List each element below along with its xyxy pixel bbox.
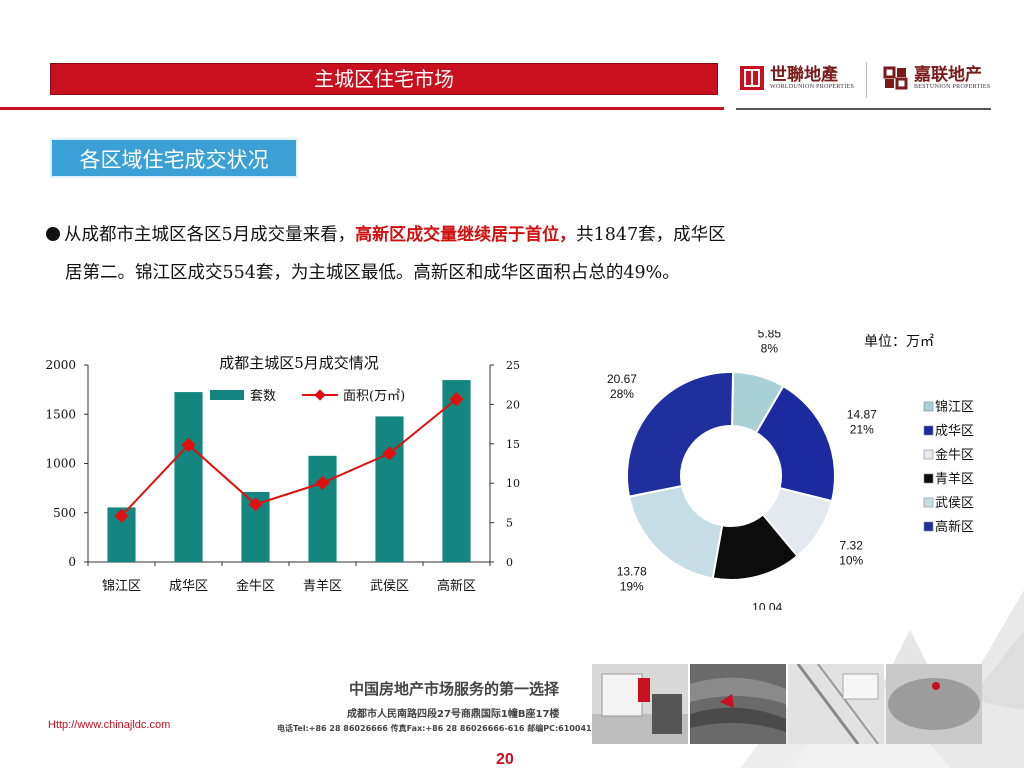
worldunion-logo-en: WORLDUNION PROPERTIES (770, 84, 855, 90)
left-tick-label: 500 (53, 506, 76, 520)
section-subtitle: 各区域住宅成交状况 (50, 138, 298, 178)
summary-part-1: 从成都市主城区各区5月成交量来看， (64, 225, 356, 245)
bestunion-logo-cn: 嘉联地产 (914, 65, 982, 85)
footer-url-link[interactable]: Http://www.chinajldc.com (48, 719, 171, 731)
combo-chart-axes: 0 500 1000 1500 2000 0 5 10 15 20 25 锦江区 成华区 金牛区 青羊区 武侯… (45, 358, 520, 594)
x-tick-label: 青羊区 (303, 578, 342, 594)
legend-label-bar: 套数 (250, 388, 276, 404)
area-line (120, 398, 458, 517)
donut-legend-label: 武侯区 (935, 496, 974, 511)
line-point-金牛区 (248, 497, 263, 512)
bestunion-logo-en: BESTUNION PROPERTIES (914, 84, 991, 90)
donut-slice-成华区 (754, 384, 836, 503)
x-tick-label: 成华区 (169, 579, 208, 594)
summary-paragraph: 从成都市主城区各区5月成交量来看，高新区成交量继续居于首位，共1847套，成华区… (46, 216, 946, 292)
summary-line-1: 从成都市主城区各区5月成交量来看，高新区成交量继续居于首位，共1847套，成华区 (46, 216, 946, 254)
donut-pct-label: 28% (610, 387, 634, 401)
donut-labels: 5.858%14.8721%7.3210%10.0414%13.7819%20.… (607, 330, 877, 610)
bar-青羊区 (308, 455, 337, 562)
photo-ladybug-leaf (886, 664, 982, 744)
bar-成华区 (174, 392, 203, 562)
x-tick-label: 金牛区 (236, 578, 275, 594)
line-point-武侯区 (382, 446, 397, 461)
summary-highlight: 高新区成交量继续居于首位， (355, 225, 577, 245)
right-tick-label: 0 (506, 556, 513, 569)
header-rule (0, 107, 724, 110)
donut-legend-swatch (923, 401, 934, 412)
donut-legend-swatch (923, 473, 934, 484)
x-tick-label: 锦江区 (102, 579, 141, 594)
worldunion-logo: 世聯地產 WORLDUNION PROPERTIES (738, 58, 854, 98)
legend-swatch-marker (314, 389, 326, 401)
legend-label-line: 面积(万㎡) (343, 389, 405, 404)
donut-value-label: 13.78 (617, 565, 647, 579)
section-subtitle-text: 各区域住宅成交状况 (79, 148, 269, 172)
chart-title: 成都主城区5月成交情况 (219, 354, 379, 372)
donut-value-label: 7.32 (840, 539, 864, 553)
bestunion-logo-icon (882, 64, 910, 92)
worldunion-logo-icon (738, 64, 766, 92)
line-point-成华区 (181, 437, 196, 452)
bar-高新区 (442, 380, 471, 562)
donut-slices (626, 371, 836, 581)
right-tick-label: 5 (506, 517, 513, 530)
donut-pct-label: 21% (850, 423, 874, 437)
left-tick-label: 0 (68, 555, 76, 569)
donut-pct-label: 10% (839, 554, 863, 568)
footer-contact: 电话Tel:+86 28 86026666 传真Fax:+86 28 86026… (277, 724, 592, 733)
page-number: 20 (496, 751, 514, 768)
donut-slice-高新区 (626, 371, 735, 498)
left-tick-label: 1500 (45, 407, 76, 421)
left-tick-label: 1000 (45, 457, 76, 471)
line-point-高新区 (449, 392, 464, 407)
donut-pct-label: 19% (620, 580, 644, 594)
donut-value-label: 10.04 (752, 600, 782, 610)
unit-label: 单位：万㎡ (864, 334, 934, 350)
donut-legend-swatch (923, 497, 934, 508)
photo-office-desk (592, 664, 688, 744)
donut-legend-swatch (923, 521, 934, 532)
legend-swatch-bar (210, 390, 244, 400)
donut-legend-label: 锦江区 (935, 400, 974, 415)
donut-legend-label: 高新区 (935, 519, 974, 535)
donut-value-label: 20.67 (607, 372, 637, 386)
right-tick-label: 25 (506, 359, 520, 372)
donut-value-label: 14.87 (847, 408, 877, 422)
logo-separator (866, 62, 867, 98)
bar-武侯区 (375, 416, 404, 562)
x-tick-label: 高新区 (437, 578, 476, 594)
summary-line-2: 居第二。锦江区成交554套，为主城区最低。高新区和成华区面积占总的49%。 (65, 263, 680, 283)
right-tick-label: 15 (506, 438, 520, 451)
combo-chart: 成都主城区5月成交情况 0 500 1000 1500 2000 0 5 10 15 20 25 锦江… (45, 354, 520, 594)
x-tick-label: 武侯区 (370, 579, 409, 594)
summary-part-2: 共1847套，成华区 (576, 225, 726, 245)
bestunion-logo: 嘉联地产 BESTUNION PROPERTIES (882, 58, 990, 98)
footer-slogan: 中国房地产市场服务的第一选择 (349, 680, 560, 698)
left-tick-label: 2000 (45, 358, 76, 372)
donut-legend-label: 成华区 (935, 424, 974, 439)
slide-title: 主城区住宅市场 (314, 67, 454, 91)
photo-blueprint-pens (788, 664, 884, 744)
donut-legend-swatch (923, 449, 934, 460)
donut-legend-label: 青羊区 (935, 471, 974, 487)
slide-title-bar: 主城区住宅市场 (50, 63, 718, 95)
logo-rule (736, 108, 991, 110)
photo-wood-leaf (690, 664, 786, 744)
worldunion-logo-cn: 世聯地產 (770, 65, 838, 85)
donut-chart: 5.858%14.8721%7.3210%10.0414%13.7819%20.… (607, 330, 974, 610)
donut-legend-swatch (923, 425, 934, 436)
combo-chart-line (114, 392, 464, 523)
right-tick-label: 10 (506, 477, 520, 490)
combo-chart-legend: 套数 面积(万㎡) (210, 388, 405, 404)
donut-pct-label: 8% (761, 341, 779, 355)
right-tick-label: 20 (506, 398, 520, 411)
donut-legend-label: 金牛区 (935, 447, 974, 463)
bullet-icon (46, 227, 60, 241)
donut-value-label: 5.85 (758, 330, 782, 340)
footer-address: 成都市人民南路四段27号商鼎国际1幢B座17楼 (347, 709, 560, 720)
combo-chart-bars (107, 380, 471, 562)
combo-chart-title-group: 成都主城区5月成交情况 (219, 354, 379, 372)
